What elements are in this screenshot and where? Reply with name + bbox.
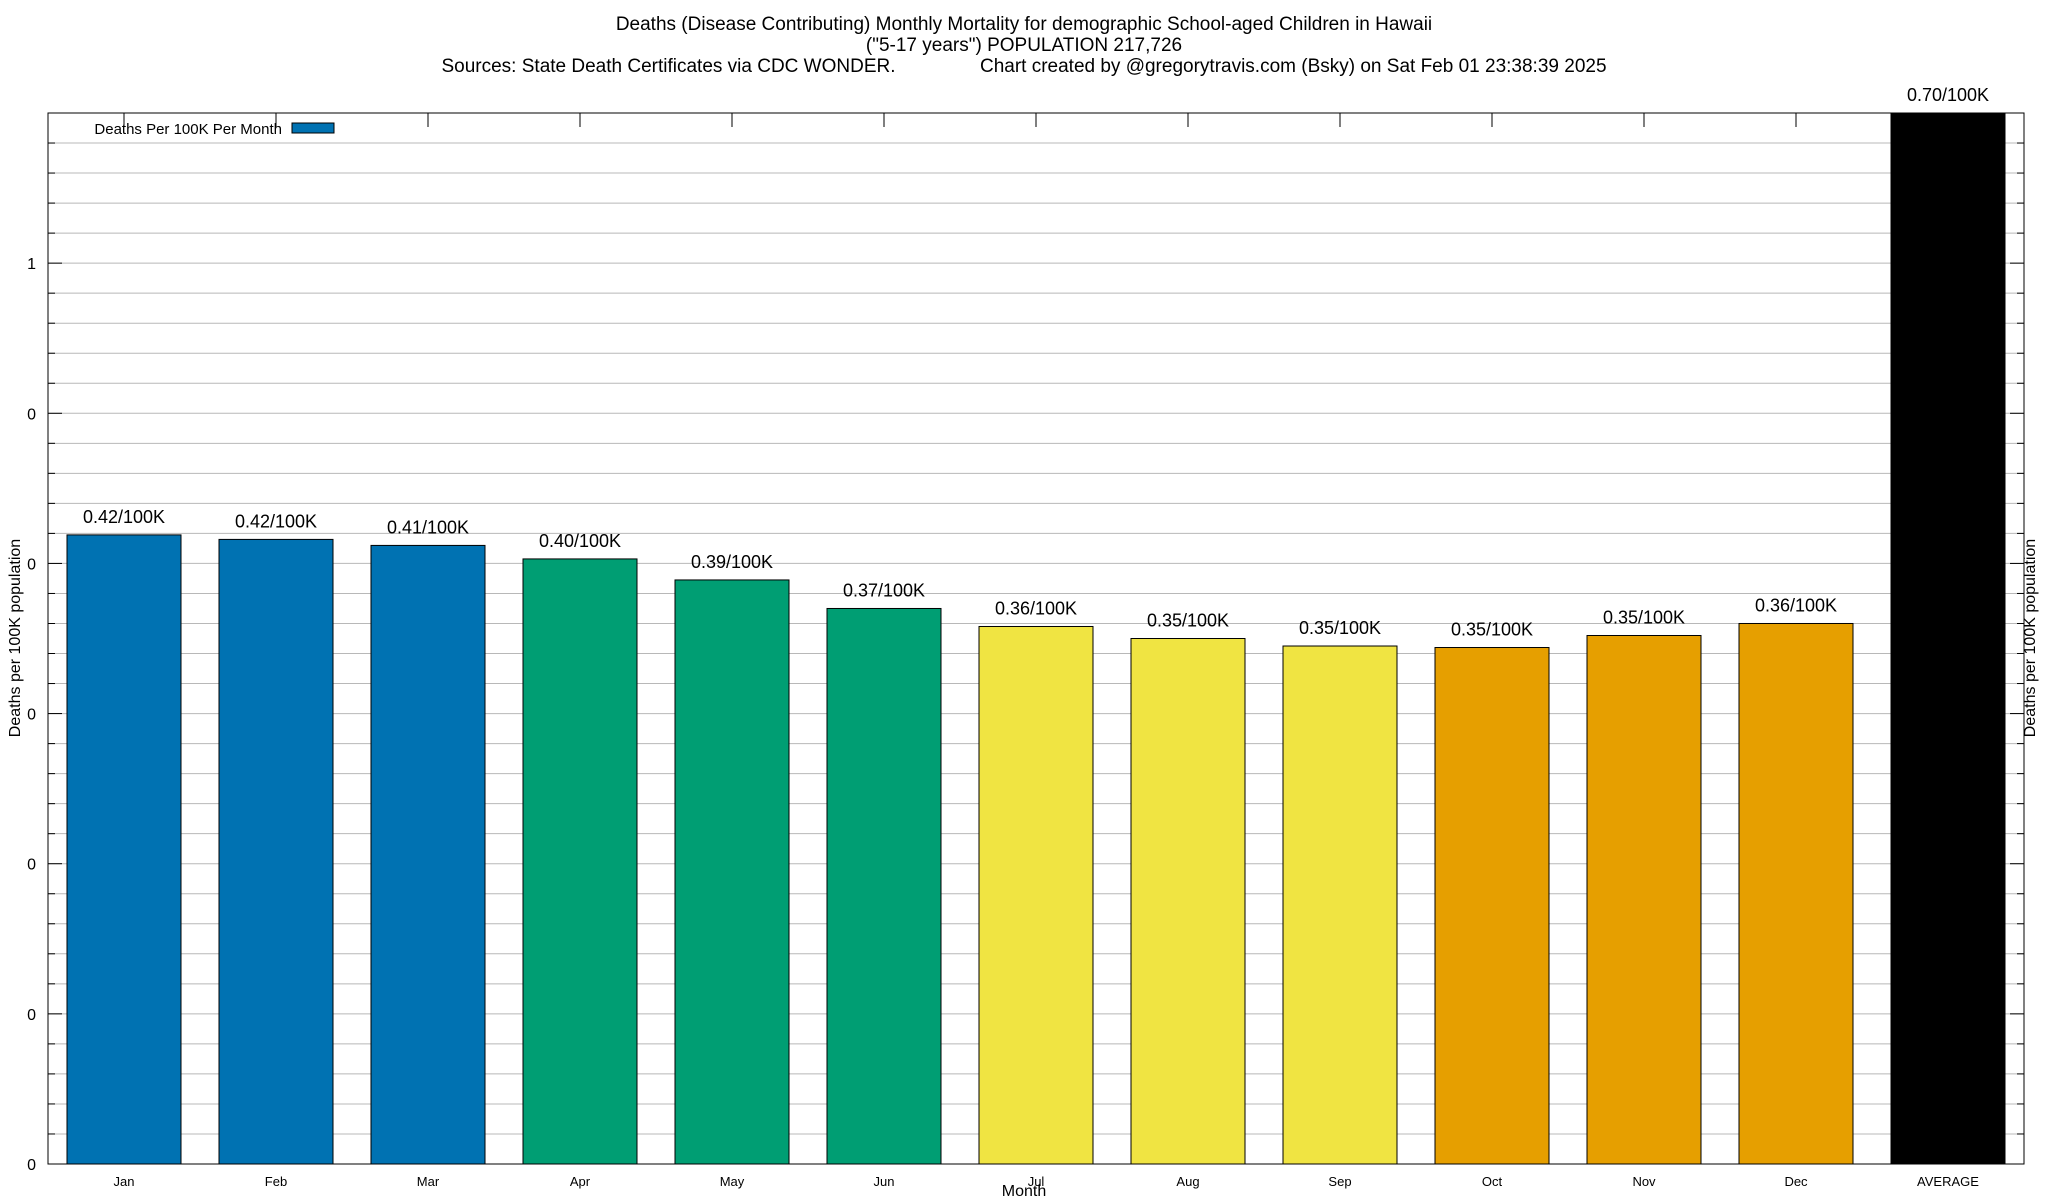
y2-axis-label: Deaths per 100K population [2022,538,2039,738]
bar-feb [218,538,334,1165]
x-tick-label: Oct [1482,1174,1503,1189]
y-tick-label: 1 [27,256,36,273]
data-label: 0.40/100K [539,531,621,551]
x-tick-label: AVERAGE [1917,1174,1979,1189]
x-tick-label: Apr [570,1174,591,1189]
y-tick-label: 0 [27,556,36,573]
data-label: 0.35/100K [1299,618,1381,638]
bar-dec [1738,622,1854,1165]
bars [66,112,2006,1165]
legend: Deaths Per 100K Per Month [94,121,335,138]
y-tick-label: 0 [27,1157,36,1174]
data-label: 0.39/100K [691,552,773,572]
data-label: 0.70/100K [1907,85,1989,105]
bar-jun [826,607,942,1165]
y-tick-label: 0 [27,857,36,874]
bar-jan [66,534,182,1165]
legend-label: Deaths Per 100K Per Month [94,121,282,138]
chart-title-line-3: Sources: State Death Certificates via CD… [441,56,1607,77]
x-tick-label: Jun [874,1174,895,1189]
bar-sep [1282,645,1398,1165]
data-label: 0.35/100K [1603,607,1685,627]
plot-frame [47,112,2025,1165]
chart-title-line-1: Deaths (Disease Contributing) Monthly Mo… [615,14,1433,35]
y-tick-label: 0 [27,1007,36,1024]
x-axis-label: Month [1001,1183,1047,1200]
x-tick-labels: Jan Feb Mar Apr May Jun Jul Aug Sep Oct Nov Dec AVER… [114,1174,1980,1189]
bar-aug [1130,638,1246,1165]
y-tick-label: 0 [27,406,36,423]
bar-apr [522,558,638,1165]
y-tick-labels: 0 0 0 0 0 0 1 [27,256,36,1174]
data-labels: 0.42/100K 0.42/100K 0.41/100K 0.40/100K 0.39… [83,85,1989,640]
x-tick-label: Feb [265,1174,287,1189]
bar-average [1890,112,2006,1165]
chart-title-line-2: ("5-17 years") POPULATION 217,726 [865,35,1183,56]
data-label: 0.41/100K [387,517,469,537]
data-label: 0.42/100K [83,507,165,527]
x-tick-label: Mar [417,1174,440,1189]
bar-mar [370,544,486,1165]
x-tick-label: Aug [1176,1174,1199,1189]
chart-title: Deaths (Disease Contributing) Monthly Mo… [0,14,2048,77]
bar-may [674,579,790,1165]
x-tick-label: Nov [1632,1174,1656,1189]
x-tick-label: May [720,1174,745,1189]
data-label: 0.36/100K [1755,595,1837,615]
data-label: 0.36/100K [995,598,1077,618]
data-label: 0.35/100K [1147,611,1229,631]
x-tick-label: Jan [114,1174,135,1189]
x-tick-label: Dec [1784,1174,1808,1189]
legend-swatch [291,122,335,134]
x-tick-label: Sep [1328,1174,1351,1189]
data-label: 0.37/100K [843,580,925,600]
data-label: 0.42/100K [235,511,317,531]
data-label: 0.35/100K [1451,620,1533,640]
y-tick-label: 0 [27,707,36,724]
x-tick-label: Jul [1028,1174,1045,1189]
bar-oct [1434,647,1550,1165]
bar-jul [978,625,1094,1165]
y-axis-label: Deaths per 100K population [7,538,24,738]
bar-nov [1586,634,1702,1165]
